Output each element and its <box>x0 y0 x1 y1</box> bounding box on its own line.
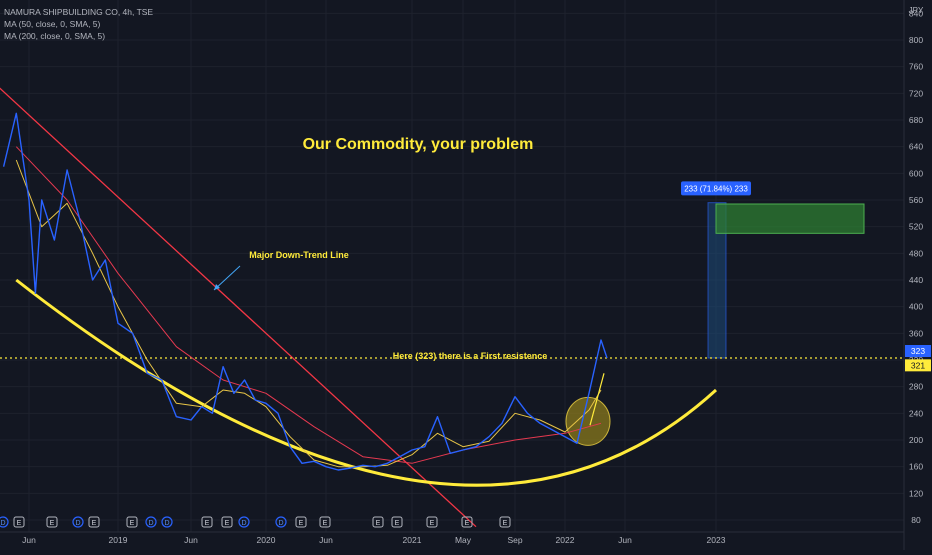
y-tick-label: 680 <box>909 115 923 125</box>
headline-annotation: Our Commodity, your problem <box>303 136 534 153</box>
event-marker-label: D <box>0 520 5 527</box>
event-marker-label: D <box>241 520 246 527</box>
chart-legend: NAMURA SHIPBUILDING CO, 4h, TSE MA (50, … <box>4 6 153 42</box>
x-tick-label: Sep <box>507 535 522 545</box>
y-tick-label: 520 <box>909 222 923 232</box>
event-marker-label: E <box>503 520 508 527</box>
event-marker-label: E <box>465 520 470 527</box>
event-marker-label: E <box>17 520 22 527</box>
event-marker-label: E <box>130 520 135 527</box>
y-tick-label: 280 <box>909 382 923 392</box>
measure-label: 233 (71.84%) 233 <box>684 184 748 193</box>
x-tick-label: May <box>455 535 472 545</box>
trendline-annotation: Major Down-Trend Line <box>249 250 349 260</box>
event-marker-label: D <box>148 520 153 527</box>
y-tick-label: 240 <box>909 408 923 418</box>
y-tick-label: 600 <box>909 168 923 178</box>
x-tick-label: 2023 <box>707 535 726 545</box>
resistance-annotation: Here (323) there is a First resistence <box>393 351 548 361</box>
x-tick-label: Jun <box>184 535 198 545</box>
target-zone-box[interactable] <box>716 204 864 233</box>
event-marker-label: E <box>225 520 230 527</box>
x-tick-label: 2021 <box>403 535 422 545</box>
y-tick-label: 360 <box>909 328 923 338</box>
x-tick-label: Jun <box>319 535 333 545</box>
ma-tag-label: 321 <box>911 360 925 370</box>
y-tick-label: 120 <box>909 488 923 498</box>
event-marker-label: E <box>323 520 328 527</box>
event-marker-label: E <box>205 520 210 527</box>
x-tick-label: Jun <box>618 535 632 545</box>
ma200-legend[interactable]: MA (200, close, 0, SMA, 5) <box>4 30 153 42</box>
y-tick-label: 400 <box>909 302 923 312</box>
price-tag-label: 323 <box>911 346 925 356</box>
y-tick-label: 800 <box>909 35 923 45</box>
event-marker-label: E <box>299 520 304 527</box>
y-tick-label: 160 <box>909 462 923 472</box>
event-marker-label: E <box>92 520 97 527</box>
y-tick-label: 560 <box>909 195 923 205</box>
event-marker-label: E <box>430 520 435 527</box>
ma50-legend[interactable]: MA (50, close, 0, SMA, 5) <box>4 18 153 30</box>
event-marker-label: E <box>395 520 400 527</box>
event-marker-label: E <box>50 520 55 527</box>
x-tick-label: Jun <box>22 535 36 545</box>
x-tick-label: 2022 <box>556 535 575 545</box>
y-tick-label: 200 <box>909 435 923 445</box>
y-tick-label: 440 <box>909 275 923 285</box>
x-tick-label: 2019 <box>109 535 128 545</box>
y-tick-label: 720 <box>909 88 923 98</box>
y-tick-label: 640 <box>909 142 923 152</box>
symbol-title[interactable]: NAMURA SHIPBUILDING CO, 4h, TSE <box>4 6 153 18</box>
y-tick-label: 80 <box>911 515 921 525</box>
event-marker-label: D <box>278 520 283 527</box>
event-marker-label: D <box>75 520 80 527</box>
y-tick-label: 480 <box>909 248 923 258</box>
event-marker-label: E <box>376 520 381 527</box>
x-tick-label: 2020 <box>257 535 276 545</box>
currency-label: JPY <box>909 6 924 15</box>
breakout-highlight[interactable] <box>566 397 610 445</box>
event-marker-label: D <box>164 520 169 527</box>
y-tick-label: 760 <box>909 62 923 72</box>
